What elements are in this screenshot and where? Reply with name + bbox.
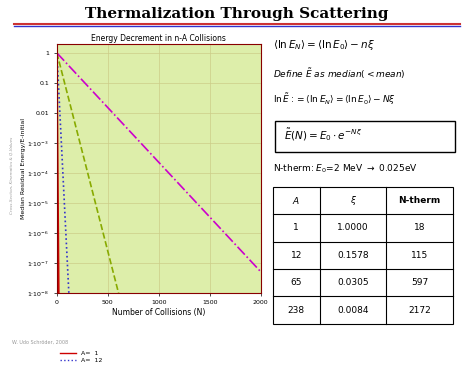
- Text: 0.0084: 0.0084: [337, 306, 369, 315]
- Text: $\ln \tilde{E} := \langle \ln E_N \rangle = \langle \ln E_0 \rangle - N\xi$: $\ln \tilde{E} := \langle \ln E_N \rangl…: [273, 92, 395, 107]
- Text: N-therm: $E_0$=2 MeV $\rightarrow$ 0.025eV: N-therm: $E_0$=2 MeV $\rightarrow$ 0.025…: [273, 163, 417, 175]
- Text: 0.1578: 0.1578: [337, 251, 369, 260]
- Text: N-therm: N-therm: [398, 196, 441, 205]
- Text: W. Udo Schröder, 2008: W. Udo Schröder, 2008: [12, 340, 68, 345]
- Legend: A=  1, A=  12, A=  65, A= 238: A= 1, A= 12, A= 65, A= 238: [60, 351, 104, 366]
- Text: Thermalization Through Scattering: Thermalization Through Scattering: [85, 7, 389, 21]
- Text: 238: 238: [288, 306, 305, 315]
- Text: 65: 65: [291, 278, 302, 287]
- Title: Energy Decrement in n-A Collisions: Energy Decrement in n-A Collisions: [91, 34, 226, 43]
- Text: $\mathit{Define}\ \tilde{E}\ \mathit{as\ median}(<\mathit{mean})$: $\mathit{Define}\ \tilde{E}\ \mathit{as\…: [273, 66, 405, 81]
- Text: 12: 12: [291, 251, 302, 260]
- Text: 1: 1: [293, 223, 299, 232]
- Text: 18: 18: [414, 223, 425, 232]
- Text: 115: 115: [411, 251, 428, 260]
- Text: $\tilde{E}(N) = E_0 \cdot e^{-N\xi}$: $\tilde{E}(N) = E_0 \cdot e^{-N\xi}$: [284, 127, 363, 143]
- Text: Cross-Section, Kinematics & Q-Values: Cross-Section, Kinematics & Q-Values: [10, 137, 14, 214]
- X-axis label: Number of Collisions (N): Number of Collisions (N): [112, 308, 205, 317]
- Text: $\xi$: $\xi$: [350, 194, 356, 207]
- Text: 2172: 2172: [408, 306, 431, 315]
- Text: $A$: $A$: [292, 195, 300, 206]
- Text: 597: 597: [411, 278, 428, 287]
- Text: 1.0000: 1.0000: [337, 223, 369, 232]
- Text: 0.0305: 0.0305: [337, 278, 369, 287]
- Text: $\langle \ln E_N \rangle = \langle \ln E_0 \rangle - n\xi$: $\langle \ln E_N \rangle = \langle \ln E…: [273, 38, 374, 52]
- Y-axis label: Median Residual Energy/E-initial: Median Residual Energy/E-initial: [21, 118, 26, 219]
